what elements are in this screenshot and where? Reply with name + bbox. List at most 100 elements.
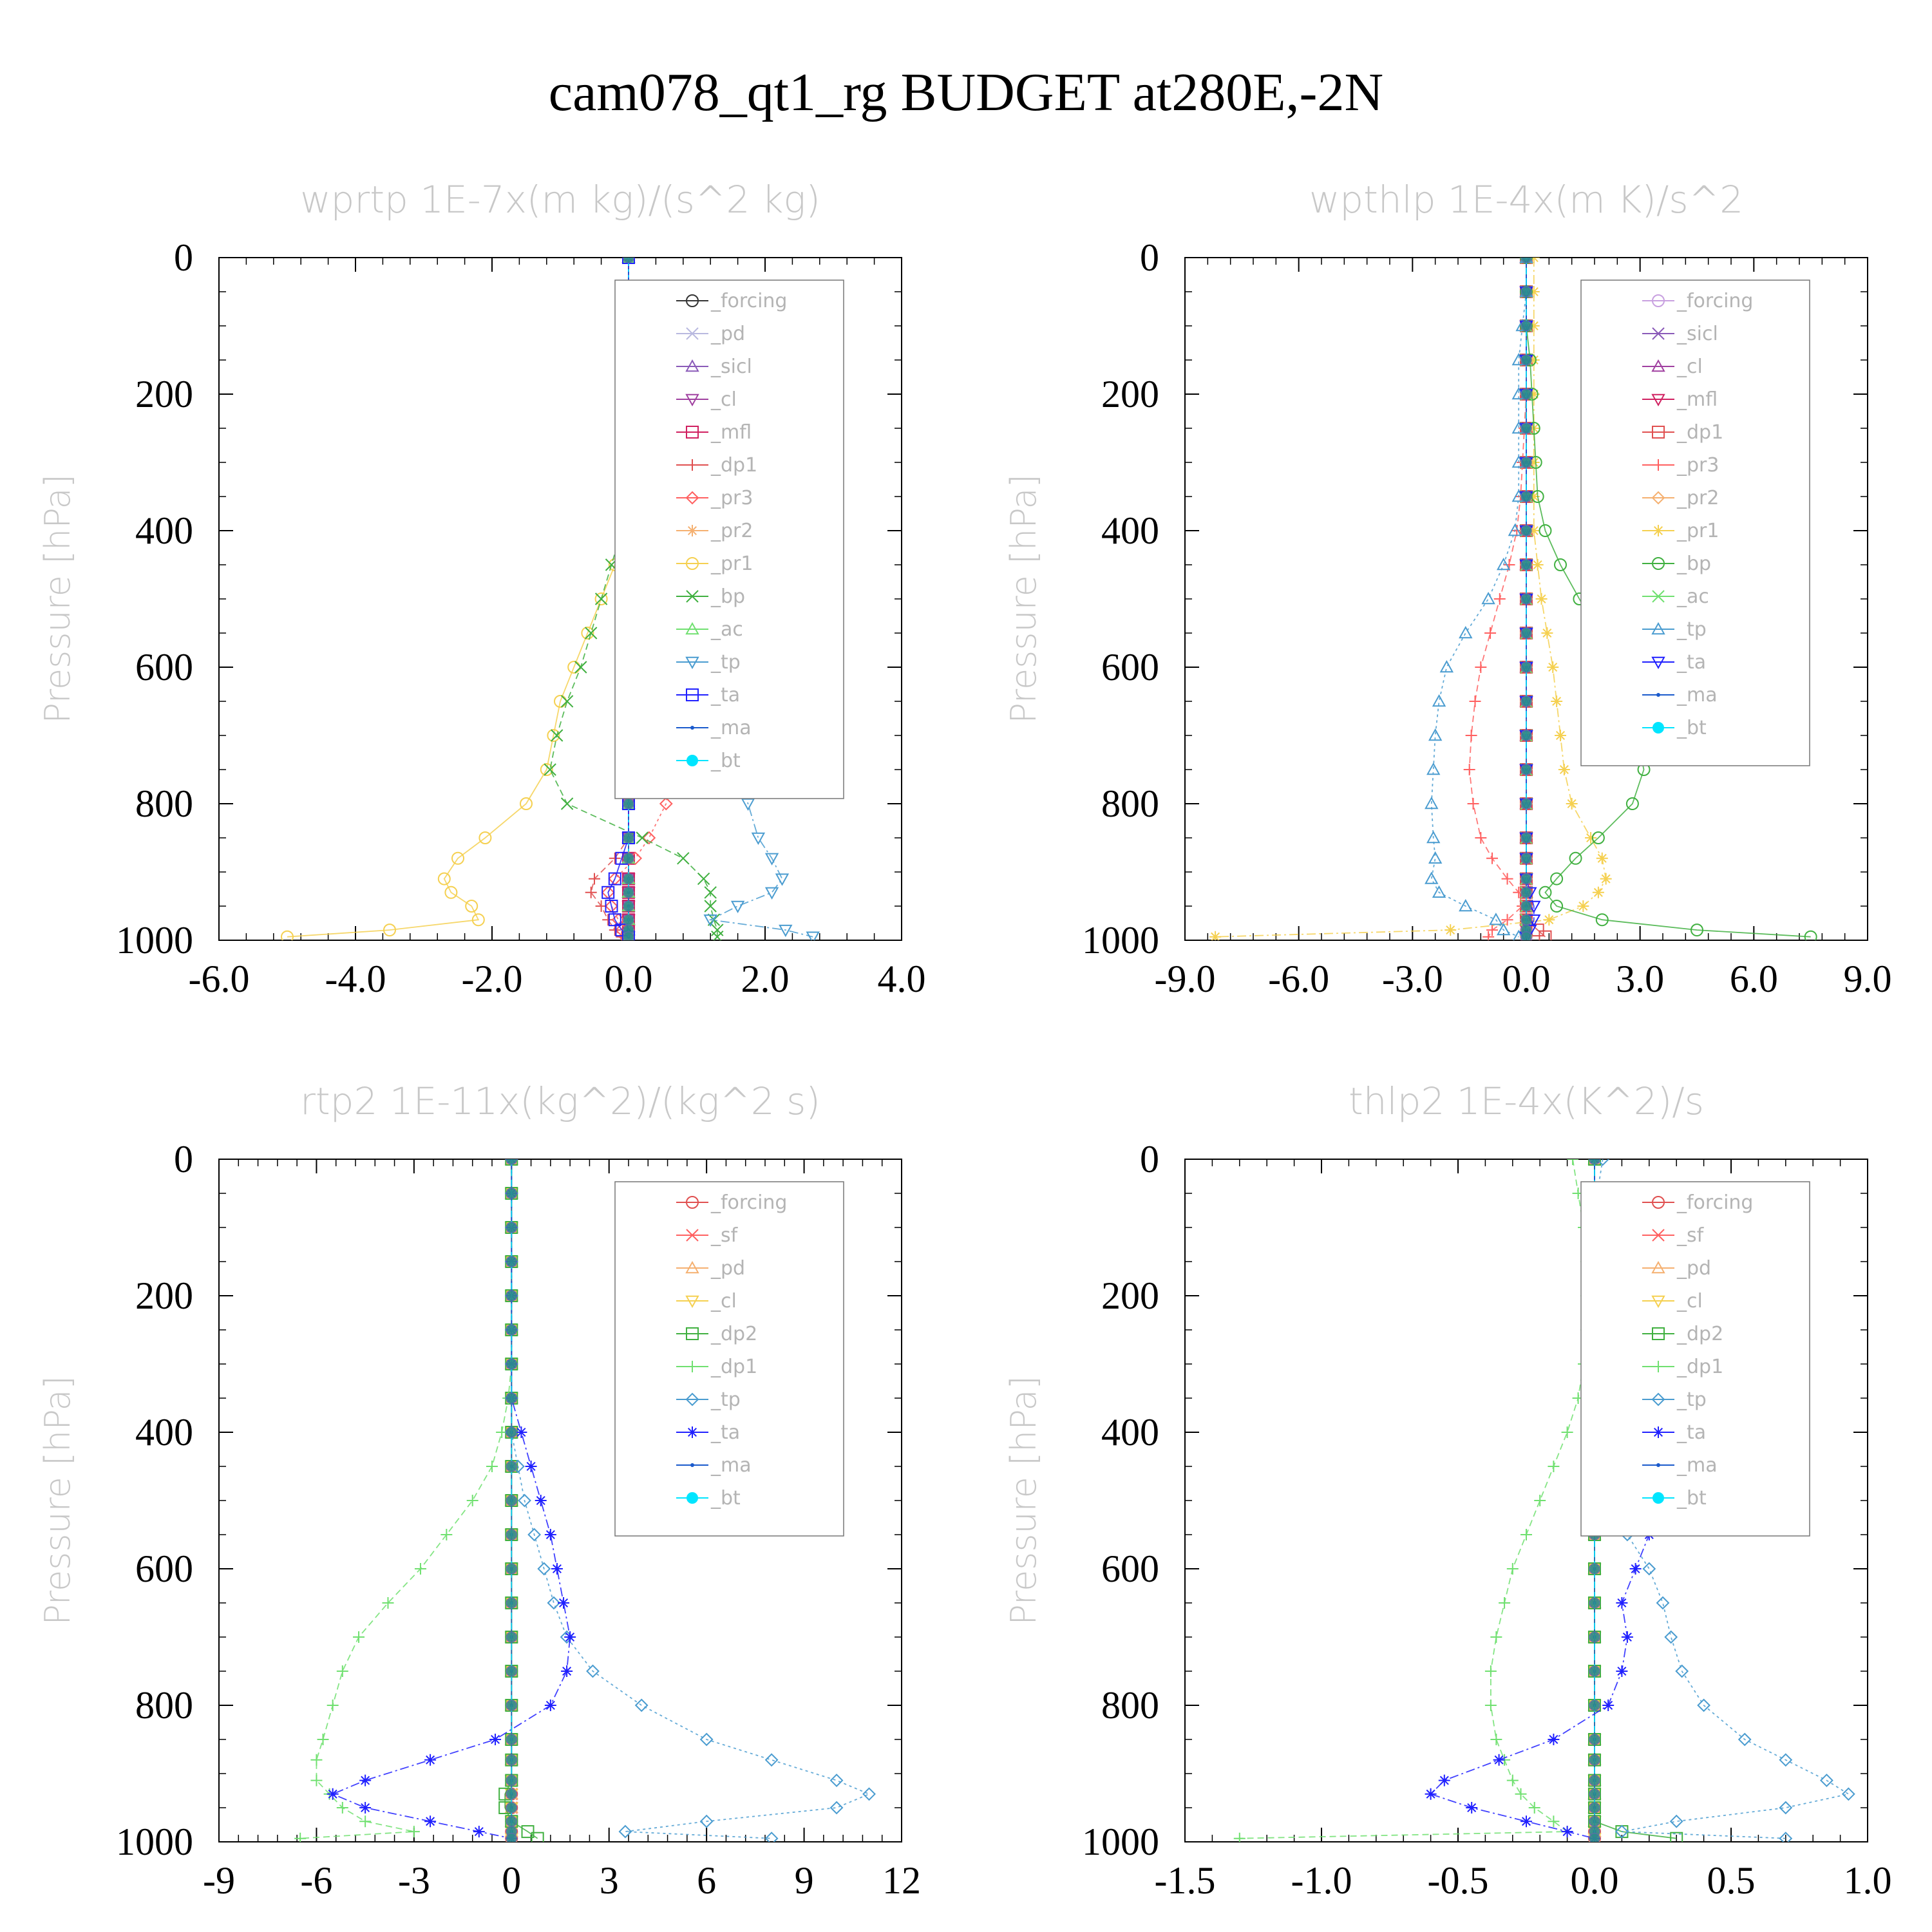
data-point_tp: [751, 832, 766, 846]
legend-marker_cl: [1651, 1295, 1665, 1309]
data-point_dp1: [414, 1563, 426, 1575]
data-point_bp: [1591, 831, 1605, 844]
data-point_bt: [1589, 1665, 1600, 1677]
y-tick-label: 200: [1101, 373, 1159, 415]
series_pr1: [1209, 258, 1612, 940]
data-point_pr1: [1592, 886, 1604, 898]
series-line_dp1: [300, 1159, 513, 1839]
x-tick-label: 6.0: [1730, 958, 1778, 1000]
x-tick-label: -1.0: [1291, 1859, 1352, 1902]
legend-label_forcing: _forcing: [1676, 1191, 1753, 1214]
y-tick-label: 0: [174, 1138, 193, 1180]
data-point_pr1: [1209, 931, 1222, 940]
legend-box: [1580, 279, 1810, 766]
legend-label_dp1: _dp1: [710, 1356, 757, 1378]
data-point_tp: [586, 1664, 600, 1678]
data-point_dp1: [1548, 1461, 1560, 1472]
data-point_dp1: [327, 1700, 339, 1711]
y-tick-label: 1000: [1082, 1821, 1159, 1863]
data-point_tp: [1841, 1787, 1855, 1801]
data-point_bt: [1520, 354, 1532, 366]
legend-label_tp: _tp: [1676, 1388, 1707, 1411]
data-point_tp: [1428, 728, 1443, 741]
data-point_bt: [506, 1426, 518, 1438]
legend-marker_bt: [687, 755, 698, 766]
series-line_dp1: [1239, 1159, 1587, 1839]
y-tick-label: 800: [1101, 1684, 1159, 1727]
data-point_bt: [506, 1563, 518, 1575]
data-point_bp: [574, 661, 587, 674]
data-point_tp: [829, 1801, 844, 1815]
data-point_pr3: [1475, 661, 1487, 673]
data-point_ta: [601, 886, 615, 899]
legend-marker_bp: [1652, 557, 1665, 570]
figure-title: cam078_qt1_rg BUDGET at280E,-2N: [548, 62, 1384, 122]
series-line_tp: [1430, 258, 1527, 938]
legend: _forcing _sf _pd _cl _dp2 _dp1 _tp _ta _ma _bt: [614, 1181, 844, 1537]
y-tick-label: 400: [135, 1411, 193, 1454]
x-tick-label: -4.0: [325, 958, 386, 1000]
data-point_bt: [1589, 1700, 1600, 1711]
data-point_bt: [506, 1461, 518, 1472]
legend-marker_ta: [1653, 1426, 1664, 1438]
data-point_tp: [1481, 591, 1495, 605]
x-tick-label: 9.0: [1844, 958, 1892, 1000]
data-point_dp1: [359, 1815, 372, 1828]
panel-title: wpthlp 1E-4x(m K)/s^2: [1309, 178, 1743, 222]
data-point_bt: [1589, 1159, 1600, 1165]
data-point_tp: [1615, 1824, 1629, 1839]
legend-label_pd: _pd: [1676, 1257, 1711, 1280]
x-tick-label: -6.0: [1268, 958, 1329, 1000]
plot-area: [294, 1159, 876, 1842]
data-point_dp2: [531, 1832, 544, 1842]
legend-label_bt: _bt: [710, 1487, 741, 1510]
data-point_bp: [697, 872, 710, 886]
x-tick-label: 3.0: [1616, 958, 1664, 1000]
legend-marker_pr3: [1653, 459, 1664, 471]
data-point_pr1: [1528, 388, 1540, 400]
data-point_tp: [764, 1832, 779, 1842]
data-point_pr1: [471, 913, 485, 927]
series-line_pr3: [1468, 258, 1527, 938]
data-point_pr1: [1531, 559, 1544, 571]
x-tick-label: 12: [882, 1859, 921, 1902]
data-point_tp: [1425, 796, 1439, 810]
legend-box: [614, 279, 844, 799]
data-point_pr1: [1600, 873, 1612, 885]
data-point_bp: [1550, 900, 1564, 913]
legend-label_forcing: _forcing: [710, 1191, 787, 1214]
data-point_bt: [1589, 1597, 1600, 1609]
data-point_bp: [1539, 524, 1552, 537]
data-point_pr1: [581, 627, 594, 639]
legend-label_sf: _sf: [710, 1224, 739, 1247]
data-point_pr1: [1535, 593, 1548, 605]
data-point_pr3: [1465, 730, 1477, 741]
x-tick-label: -9.0: [1155, 958, 1216, 1000]
data-point_tp: [764, 1753, 779, 1767]
legend-marker_pd: [686, 327, 699, 340]
legend-marker_sf: [1652, 1229, 1665, 1242]
data-point_bp: [1595, 913, 1609, 927]
data-point_bt: [1520, 764, 1532, 775]
legend-label_bt: _bt: [1676, 1487, 1707, 1510]
legend-marker_tp: [1651, 621, 1665, 635]
data-point_dp1: [466, 1495, 478, 1506]
legend-marker_tp: [1651, 1392, 1665, 1406]
data-point_bp: [1539, 886, 1552, 899]
legend-marker_ma: [1656, 693, 1660, 697]
data-point_bt: [506, 1188, 518, 1199]
data-point_bt: [1520, 931, 1532, 940]
data-point_ta: [608, 872, 621, 886]
data-point_bp: [550, 729, 564, 742]
legend-label_sicl: _sicl: [1676, 323, 1718, 345]
legend-marker_bp: [686, 590, 699, 603]
legend-marker_forcing: [1652, 294, 1665, 307]
wpthlp-budget-panel: wpthlp 1E-4x(m K)/s^2 Pressure [hPa] -9.0 -…: [1003, 178, 1892, 1000]
data-point_bt: [506, 1815, 518, 1827]
data-point_tp: [537, 1562, 551, 1576]
data-point_bp: [711, 930, 724, 940]
data-point_ta: [1621, 1631, 1633, 1643]
legend-marker_sicl: [685, 359, 699, 372]
data-point_pr1: [465, 900, 478, 913]
data-point_dp1: [1506, 1774, 1519, 1786]
